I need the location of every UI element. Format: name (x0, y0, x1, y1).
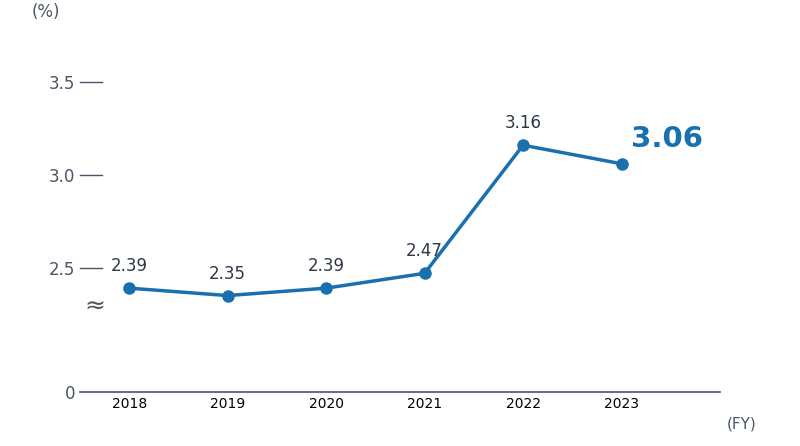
Text: 2.35: 2.35 (209, 264, 246, 283)
Text: 3.16: 3.16 (505, 114, 542, 132)
Text: ≈: ≈ (84, 295, 106, 319)
Text: (FY): (FY) (726, 417, 756, 432)
Text: 2.39: 2.39 (110, 257, 148, 275)
Text: 2.39: 2.39 (308, 257, 345, 275)
Text: 3.06: 3.06 (631, 124, 703, 153)
Text: 2.47: 2.47 (406, 242, 443, 260)
Text: (%): (%) (32, 3, 61, 21)
